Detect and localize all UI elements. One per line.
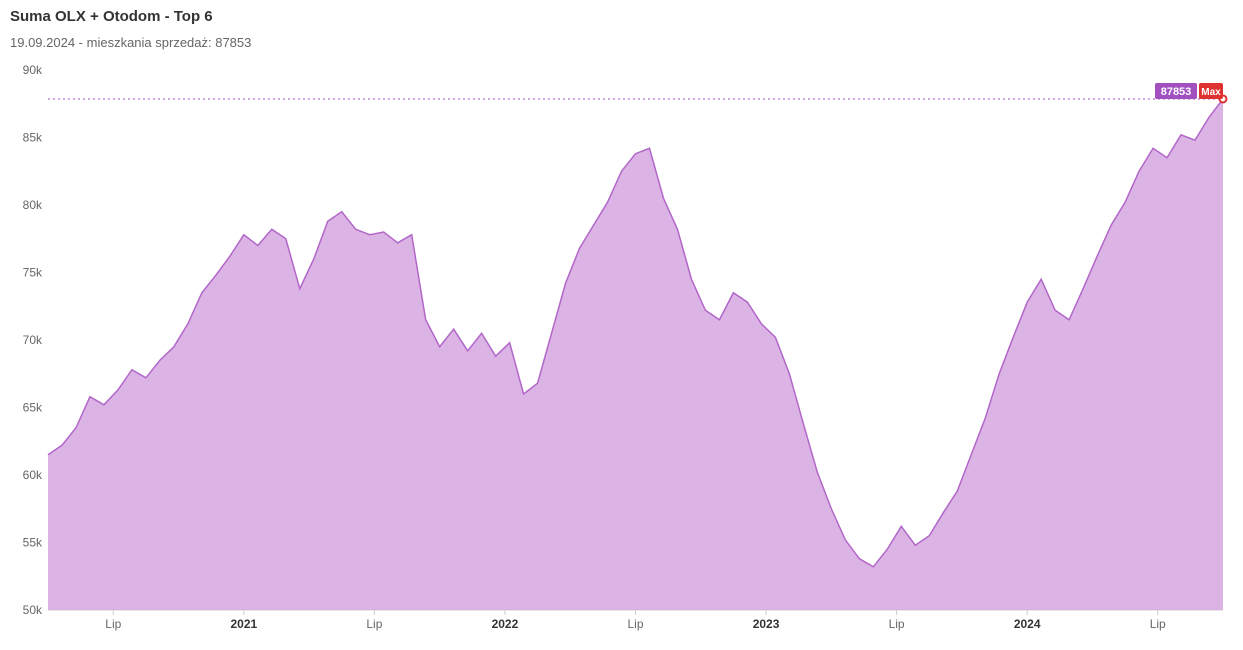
svg-text:75k: 75k xyxy=(23,266,43,280)
svg-text:87853: 87853 xyxy=(1161,86,1192,98)
svg-text:90k: 90k xyxy=(23,63,43,77)
svg-text:65k: 65k xyxy=(23,401,43,415)
svg-text:2024: 2024 xyxy=(1014,617,1041,631)
chart-title: Suma OLX + Otodom - Top 6 xyxy=(10,8,1233,25)
svg-text:Lip: Lip xyxy=(627,617,643,631)
svg-text:Lip: Lip xyxy=(889,617,905,631)
svg-text:Lip: Lip xyxy=(105,617,121,631)
svg-text:80k: 80k xyxy=(23,198,43,212)
svg-text:2022: 2022 xyxy=(492,617,519,631)
svg-text:55k: 55k xyxy=(23,536,43,550)
svg-text:2023: 2023 xyxy=(753,617,780,631)
svg-text:60k: 60k xyxy=(23,468,43,482)
svg-text:Lip: Lip xyxy=(366,617,382,631)
svg-text:2021: 2021 xyxy=(230,617,257,631)
svg-text:70k: 70k xyxy=(23,333,43,347)
chart-subtitle: 19.09.2024 - mieszkania sprzedaż: 87853 xyxy=(10,35,1233,50)
svg-text:50k: 50k xyxy=(23,603,43,617)
chart-container: 50k 55k 60k 65k 70k 75k 80k 85k 90k Lip 2021 Lip 202… xyxy=(10,60,1233,635)
svg-text:85k: 85k xyxy=(23,131,43,145)
svg-text:Max: Max xyxy=(1201,87,1221,98)
area-chart: 50k 55k 60k 65k 70k 75k 80k 85k 90k Lip 2021 Lip 202… xyxy=(10,60,1233,635)
svg-text:Lip: Lip xyxy=(1150,617,1166,631)
